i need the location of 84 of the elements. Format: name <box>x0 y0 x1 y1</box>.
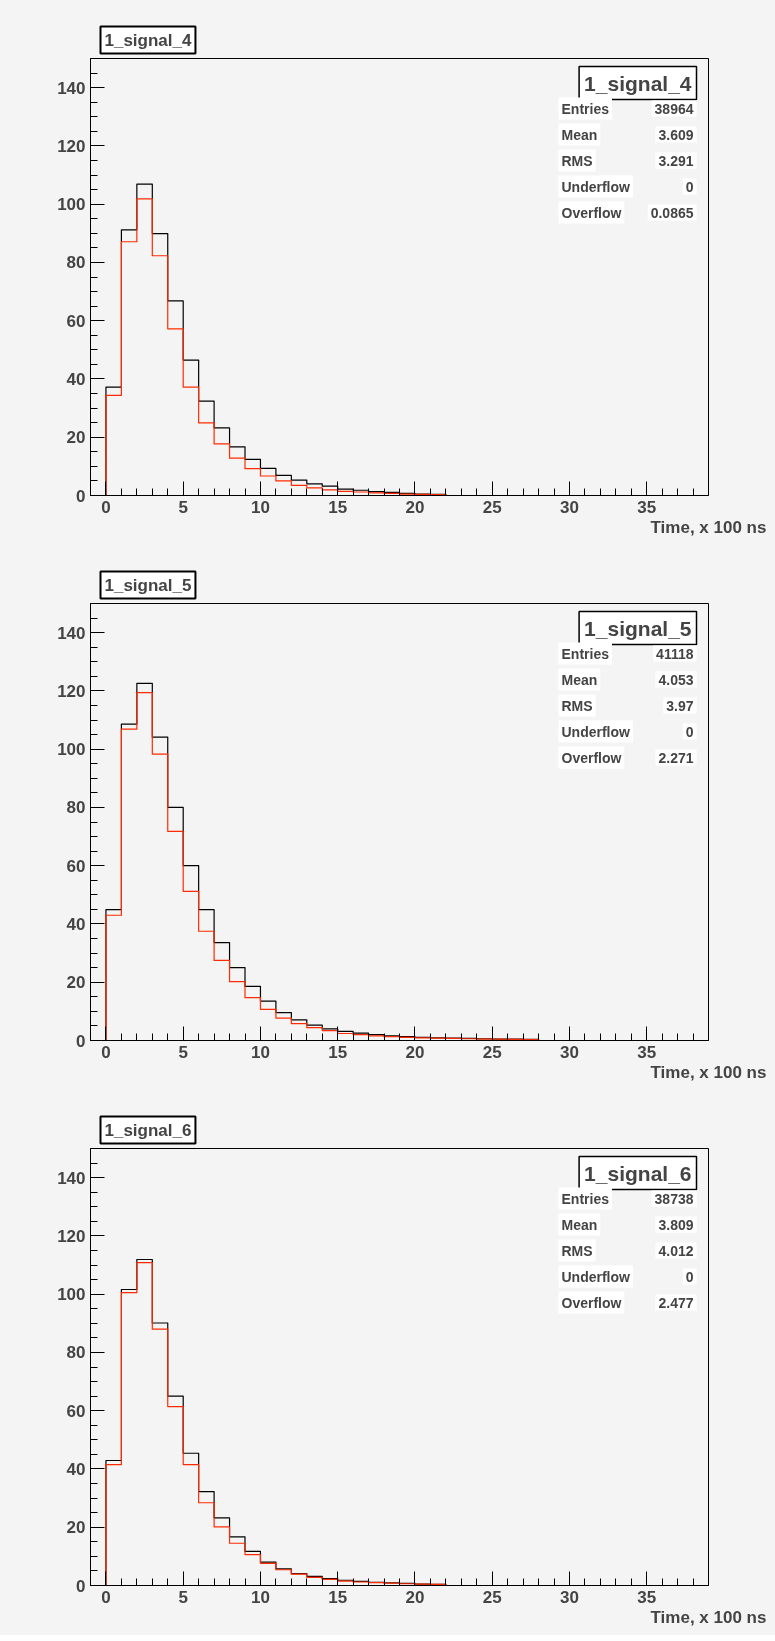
x-tick-label: 5 <box>178 1587 188 1607</box>
y-tick-label: 100 <box>57 1285 86 1305</box>
x-tick-label: 0 <box>101 1042 111 1062</box>
annotation: 0.0865 <box>650 204 694 221</box>
x-tick-label: 25 <box>482 1587 502 1607</box>
annotation: Mean <box>561 671 598 688</box>
x-tick-label: 10 <box>251 1042 270 1062</box>
annotation: 2.477 <box>658 1294 694 1311</box>
annotation: 1_signal_5 <box>584 616 692 640</box>
x-tick-label: 30 <box>560 497 579 517</box>
chart-title: 1_signal_4 <box>104 30 192 50</box>
y-tick-label: 80 <box>66 798 86 818</box>
x-tick-label: 10 <box>251 497 270 517</box>
y-tick-label: 40 <box>66 914 86 934</box>
x-tick-label: 15 <box>328 497 348 517</box>
annotation: Underflow <box>561 178 631 195</box>
y-tick-label: 140 <box>57 78 86 98</box>
annotation: Mean <box>561 126 598 143</box>
annotation: 1_signal_6 <box>584 1161 692 1185</box>
y-tick-label: 60 <box>66 1401 86 1421</box>
x-tick-label: 15 <box>328 1042 348 1062</box>
y-tick-label: 120 <box>57 681 86 701</box>
annotation: RMS <box>561 152 593 169</box>
x-tick-label: 20 <box>405 1042 425 1062</box>
x-tick-label: 30 <box>560 1587 579 1607</box>
annotation: 3.609 <box>658 126 694 143</box>
y-tick-label: 100 <box>57 740 86 760</box>
x-tick-label: 0 <box>101 497 111 517</box>
annotation: Underflow <box>561 1268 631 1285</box>
annotation: 0 <box>685 1268 694 1285</box>
y-tick-label: 140 <box>57 1168 86 1188</box>
annotation: 3.97 <box>666 697 694 714</box>
annotation: Underflow <box>561 723 631 740</box>
x-axis-title: Time, x 100 ns <box>650 517 767 537</box>
x-tick-label: 0 <box>101 1587 111 1607</box>
annotation: 3.291 <box>658 152 694 169</box>
annotation: 4.012 <box>658 1242 694 1259</box>
y-tick-label: 40 <box>66 369 86 389</box>
y-tick-label: 40 <box>66 1459 86 1479</box>
x-tick-label: 20 <box>405 1587 425 1607</box>
annotation: Entries <box>561 100 610 117</box>
chart-title: 1_signal_5 <box>104 575 192 595</box>
annotation: Overflow <box>561 1294 622 1311</box>
y-tick-label: 60 <box>66 856 86 876</box>
y-tick-label: 20 <box>66 1518 86 1538</box>
x-tick-label: 5 <box>178 1042 188 1062</box>
annotation: 2.271 <box>658 749 694 766</box>
y-tick-label: 60 <box>66 311 86 331</box>
y-tick-label: 20 <box>66 973 86 993</box>
annotation: RMS <box>561 1242 593 1259</box>
annotation: 38964 <box>654 100 694 117</box>
x-tick-label: 20 <box>405 497 425 517</box>
annotation: 1_signal_4 <box>584 71 692 95</box>
y-tick-label: 80 <box>66 1343 86 1363</box>
x-tick-label: 35 <box>637 1042 657 1062</box>
y-tick-label: 100 <box>57 195 86 215</box>
annotation: RMS <box>561 697 593 714</box>
annotation: Entries <box>561 645 610 662</box>
y-tick-label: 140 <box>57 623 86 643</box>
annotation: 0 <box>685 723 694 740</box>
x-tick-label: 10 <box>251 1587 270 1607</box>
annotation: 3.809 <box>658 1216 694 1233</box>
y-tick-label: 80 <box>66 253 86 273</box>
x-tick-label: 25 <box>482 497 502 517</box>
y-tick-label: 20 <box>66 428 86 448</box>
x-tick-label: 15 <box>328 1587 348 1607</box>
annotation: Overflow <box>561 204 622 221</box>
annotation: Mean <box>561 1216 598 1233</box>
annotation: Overflow <box>561 749 622 766</box>
y-tick-label: 120 <box>57 136 86 156</box>
x-axis-title: Time, x 100 ns <box>650 1062 767 1082</box>
chart-title: 1_signal_6 <box>104 1120 192 1140</box>
x-axis-title: Time, x 100 ns <box>650 1607 767 1627</box>
annotation: 0 <box>685 178 694 195</box>
x-tick-label: 35 <box>637 1587 657 1607</box>
annotation: 4.053 <box>658 671 694 688</box>
x-tick-label: 5 <box>178 497 188 517</box>
x-tick-label: 25 <box>482 1042 502 1062</box>
y-tick-label: 120 <box>57 1226 86 1246</box>
annotation: 41118 <box>656 645 694 662</box>
annotation: 38738 <box>654 1190 694 1207</box>
x-tick-label: 35 <box>637 497 657 517</box>
x-tick-label: 30 <box>560 1042 579 1062</box>
annotation: Entries <box>561 1190 610 1207</box>
